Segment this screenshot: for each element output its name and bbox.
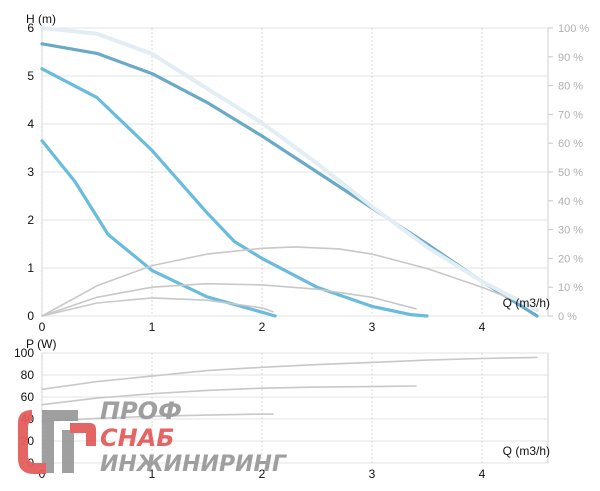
head-y2-tick-label: 20 % xyxy=(558,253,583,265)
head-y-tick-label: 3 xyxy=(27,165,34,179)
power-y-axis-title: P (W) xyxy=(26,337,56,351)
head-y2-tick-label: 40 % xyxy=(558,196,583,208)
head-y2-tick-label: 80 % xyxy=(558,81,583,93)
power-x-tick-label: 2 xyxy=(259,467,266,481)
watermark-line-2: СНАБ xyxy=(100,424,175,452)
power-x-tick-label: 3 xyxy=(369,467,376,481)
logo-mark-gray xyxy=(42,410,78,473)
watermark-line-1: ПРОФ xyxy=(100,397,182,425)
power-chart: 02040608010001234P (W)Q (m3/h) xyxy=(14,337,550,481)
head-y-tick-label: 2 xyxy=(27,213,34,227)
head-series-6 xyxy=(40,26,539,313)
power-series-2 xyxy=(41,413,274,422)
head-x-axis-title: Q (m3/h) xyxy=(503,296,550,310)
power-y-tick-label: 60 xyxy=(21,390,35,404)
watermark-logo: ПРОФ СНАБ ИНЖИНИРИНГ xyxy=(18,397,287,477)
head-x-tick-label: 4 xyxy=(479,320,486,334)
head-series-5 xyxy=(41,297,274,317)
power-x-tick-label: 4 xyxy=(479,467,486,481)
head-y-tick-label: 0 xyxy=(27,309,34,323)
head-y2-tick-label: 60 % xyxy=(558,138,583,150)
head-y2-tick-label: 90 % xyxy=(558,52,583,64)
watermark-line-3: ИНЖИНИРИНГ xyxy=(100,452,287,477)
head-y2-tick-label: 10 % xyxy=(558,282,583,294)
head-series-3 xyxy=(41,246,516,317)
head-y2-tick-label: 50 % xyxy=(558,167,583,179)
power-series-1 xyxy=(41,385,417,406)
power-y-tick-label: 100 xyxy=(14,346,34,360)
power-x-axis-title: Q (m3/h) xyxy=(503,444,550,458)
head-y-tick-label: 6 xyxy=(27,21,34,35)
power-y-tick-label: 80 xyxy=(21,368,35,382)
head-x-tick-label: 0 xyxy=(39,320,46,334)
head-y2-tick-label: 100 % xyxy=(558,23,589,35)
head-series-2 xyxy=(40,139,277,318)
head-series-4 xyxy=(41,282,417,317)
head-y2-tick-label: 30 % xyxy=(558,225,583,237)
head-x-tick-label: 2 xyxy=(259,320,266,334)
head-y-tick-label: 1 xyxy=(27,261,34,275)
head-x-tick-label: 3 xyxy=(369,320,376,334)
power-x-tick-label: 1 xyxy=(149,467,156,481)
head-y-tick-label: 5 xyxy=(27,69,34,83)
head-y2-tick-label: 0 % xyxy=(558,311,577,323)
head-y-tick-label: 4 xyxy=(27,117,34,131)
logo-mark-red xyxy=(18,410,96,474)
power-series-0 xyxy=(41,356,538,391)
head-y-axis-title: H (m) xyxy=(26,12,56,26)
head-x-tick-label: 1 xyxy=(149,320,156,334)
head-y2-tick-label: 70 % xyxy=(558,109,583,121)
